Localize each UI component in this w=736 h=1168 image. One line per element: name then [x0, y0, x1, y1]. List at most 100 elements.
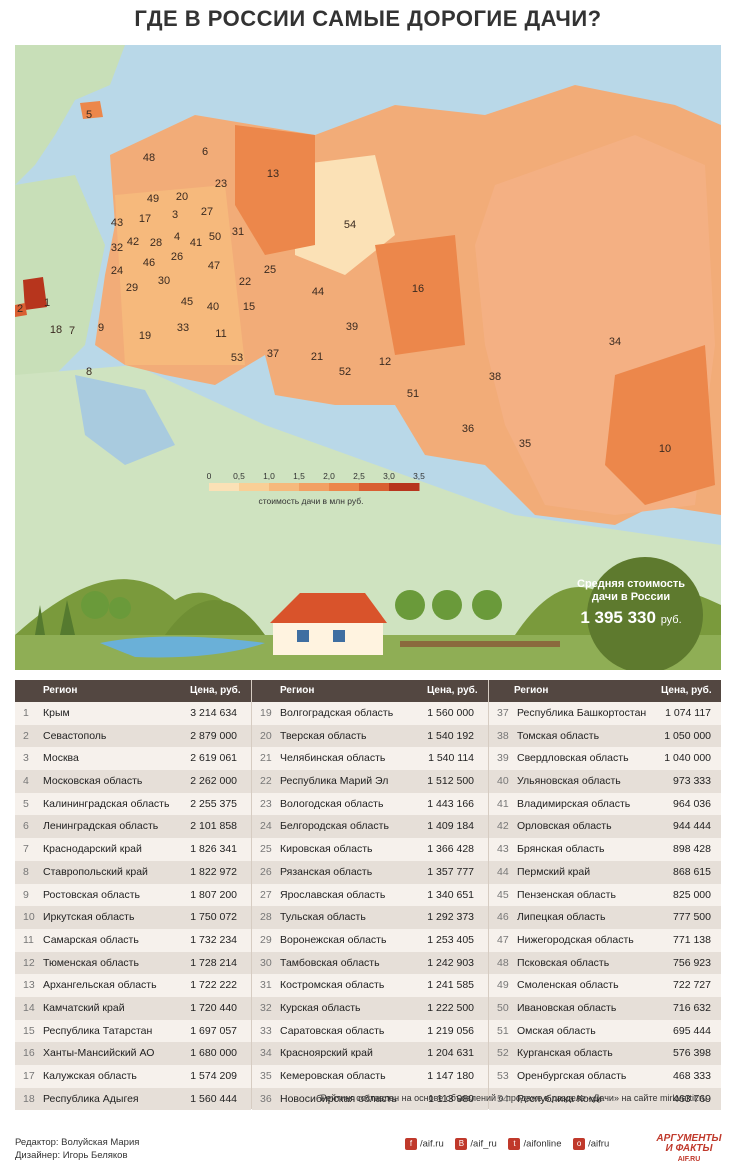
- price-cell: 2 101 858: [190, 820, 237, 833]
- table-row: 24 Белгородская область 1 409 184: [252, 815, 488, 839]
- price-table: Регион Цена, руб. Регион Цена, руб. Реги…: [15, 680, 721, 1111]
- label-21: 21: [311, 351, 323, 363]
- label-4: 4: [174, 231, 180, 243]
- rank-cell: 20: [260, 729, 272, 742]
- table-row: 52 Курганская область 576 398: [489, 1042, 721, 1065]
- price-cell: 468 333: [673, 1070, 711, 1082]
- table-row: 48 Псковская область 756 923: [489, 951, 721, 975]
- region-2-area: [15, 303, 27, 317]
- price-cell: 1 560 444: [190, 1092, 237, 1105]
- label-10: 10: [659, 443, 671, 455]
- price-cell: 1 540 114: [428, 752, 474, 765]
- label-48: 48: [143, 152, 155, 164]
- legend-tick-label: 1,5: [293, 471, 305, 481]
- table-row: 46 Липецкая область 777 500: [489, 906, 721, 929]
- table-row: 27 Ярославская область 1 340 651: [252, 884, 488, 907]
- price-cell: 1 242 903: [427, 956, 474, 969]
- rank-cell: 19: [260, 707, 272, 719]
- rank-cell: 35: [260, 1070, 272, 1082]
- table-row: 22 Республика Марий Эл 1 512 500: [252, 770, 488, 793]
- rank-cell: 32: [260, 1001, 272, 1014]
- price-cell: 1 807 200: [190, 888, 237, 901]
- region-cell: Ростовская область: [43, 888, 141, 901]
- table-column-1: 1 Крым 3 214 634 2 Севастополь 2 879 000 3 Моск…: [15, 702, 251, 1111]
- label-13: 13: [267, 168, 279, 180]
- table-row: 30 Тамбовская область 1 242 903: [252, 951, 488, 975]
- region-cell: Тамбовская область: [280, 956, 380, 969]
- rank-cell: 13: [23, 979, 35, 992]
- price-cell: 576 398: [673, 1047, 711, 1060]
- table-row: 26 Рязанская область 1 357 777: [252, 860, 488, 884]
- price-cell: 1 443 166: [427, 797, 474, 810]
- region-1-area: [23, 277, 47, 310]
- rank-cell: 3: [23, 752, 29, 765]
- rank-cell: 26: [260, 865, 272, 878]
- region-cell: Ставропольский край: [43, 865, 148, 878]
- rank-cell: 15: [23, 1024, 35, 1037]
- table-row: 38 Томская область 1 050 000: [489, 724, 721, 748]
- region-cell: Калужская область: [43, 1070, 137, 1082]
- rank-cell: 41: [497, 797, 509, 810]
- region-cell: Республика Башкортостан: [517, 707, 647, 719]
- designer-credit: Дизайнер: Игорь Беляков: [15, 1150, 128, 1161]
- rank-cell: 16: [23, 1047, 35, 1060]
- region-cell: Волгоградская область: [280, 707, 394, 719]
- label-45: 45: [181, 296, 193, 308]
- label-8: 8: [86, 366, 92, 378]
- region-cell: Кемеровская область: [280, 1070, 386, 1082]
- label-42: 42: [127, 236, 139, 248]
- social-vk-link[interactable]: B/aif_ru: [455, 1138, 497, 1150]
- table-row: 6 Ленинградская область 2 101 858: [15, 815, 251, 839]
- social-twitter-link[interactable]: t/aifonline: [508, 1138, 561, 1150]
- label-30: 30: [158, 275, 170, 287]
- social-label: /aifonline: [523, 1138, 562, 1150]
- table-row: 23 Вологодская область 1 443 166: [252, 793, 488, 816]
- table-row: 47 Нижегородская область 771 138: [489, 929, 721, 952]
- russia-map: 34 10 38 36 35 54 13 16 44 39 12 51 52 2…: [15, 45, 721, 673]
- header-price-3: Цена, руб.: [661, 685, 712, 696]
- social-facebook-link[interactable]: f/aif.ru: [405, 1138, 444, 1150]
- table-row: 16 Ханты-Мансийский АО 1 680 000: [15, 1042, 251, 1065]
- price-cell: 777 500: [673, 911, 711, 924]
- rank-cell: 46: [497, 911, 509, 924]
- rank-cell: 43: [497, 843, 509, 856]
- rank-cell: 42: [497, 820, 509, 833]
- price-cell: 1 253 405: [427, 933, 474, 946]
- social-label: /aifru: [588, 1138, 610, 1150]
- price-cell: 944 444: [673, 820, 711, 833]
- table-row: 20 Тверская область 1 540 192: [252, 724, 488, 748]
- table-row: 3 Москва 2 619 061: [15, 747, 251, 770]
- region-cell: Республика Марий Эл: [280, 775, 389, 788]
- region-cell: Тверская область: [280, 729, 367, 742]
- table-row: 10 Иркутская область 1 750 072: [15, 906, 251, 929]
- label-24: 24: [111, 265, 123, 277]
- region-cell: Республика Коми: [517, 1092, 602, 1105]
- label-49: 49: [147, 193, 159, 205]
- label-23: 23: [215, 178, 227, 190]
- rank-cell: 47: [497, 933, 509, 946]
- label-33: 33: [177, 322, 189, 334]
- price-cell: 722 727: [673, 979, 711, 992]
- table-row: 37 Республика Башкортостан 1 074 117: [489, 702, 721, 725]
- price-cell: 898 428: [673, 843, 711, 856]
- table-row: 50 Ивановская область 716 632: [489, 996, 721, 1020]
- social-ok-link[interactable]: o/aifru: [573, 1138, 609, 1150]
- house-window-left: [297, 630, 309, 642]
- price-cell: 1 540 192: [427, 729, 474, 742]
- table-row: 7 Краснодарский край 1 826 341: [15, 838, 251, 861]
- table-row: 15 Республика Татарстан 1 697 057: [15, 1020, 251, 1043]
- editor-credit: Редактор: Волуйская Мария: [15, 1137, 140, 1148]
- rank-cell: 1: [23, 707, 29, 719]
- price-cell: 3 214 634: [190, 707, 237, 719]
- region-54-area: [295, 155, 395, 275]
- price-cell: 1 822 972: [190, 865, 237, 878]
- house-window-right: [333, 630, 345, 642]
- table-row: 13 Архангельская область 1 722 222: [15, 974, 251, 997]
- label-37: 37: [267, 348, 279, 360]
- landscape: [15, 557, 721, 673]
- legend-swatch: [329, 483, 360, 491]
- label-43: 43: [111, 217, 123, 229]
- table-row: 12 Тюменская область 1 728 214: [15, 951, 251, 975]
- rank-cell: 30: [260, 956, 272, 969]
- header-region-2: Регион: [280, 685, 315, 696]
